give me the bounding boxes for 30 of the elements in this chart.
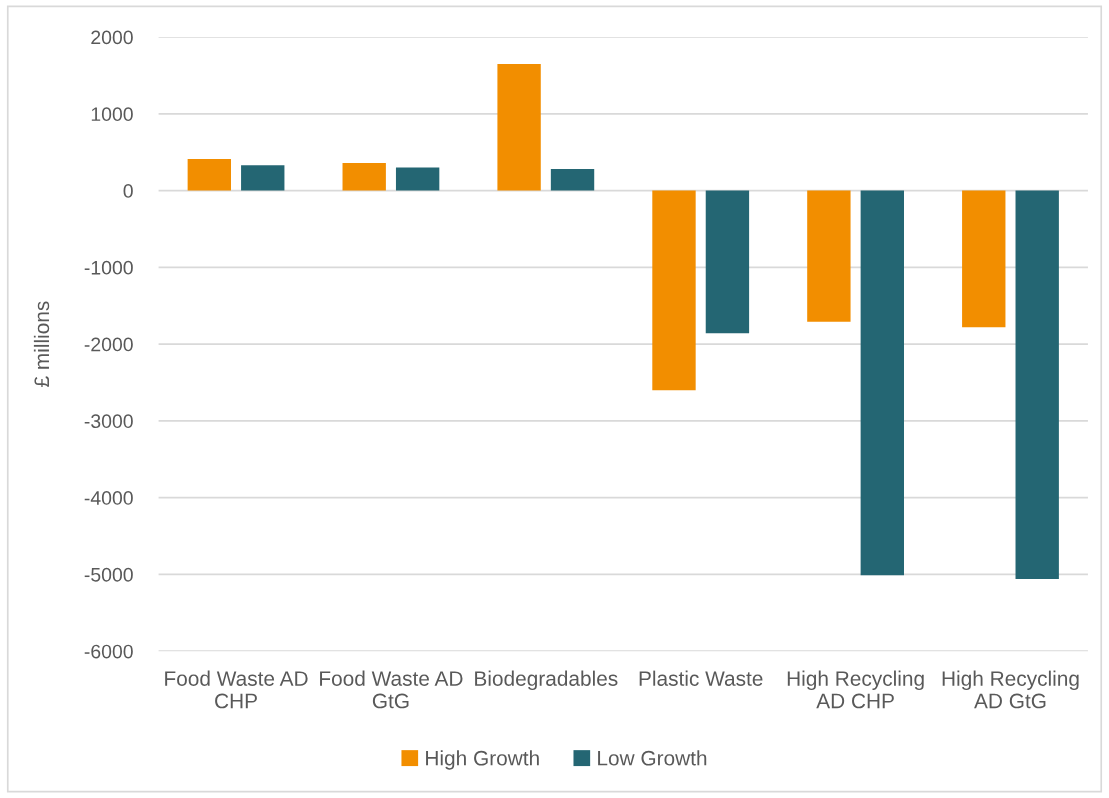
bar [395, 167, 440, 191]
legend-label: High Growth [426, 750, 539, 770]
x-tick-label: Food Waste AD GtG [320, 670, 463, 709]
x-tick-label: Biodegradables [475, 670, 618, 691]
y-tick-label: -6000 [84, 644, 133, 659]
y-tick-label: 2000 [91, 30, 133, 45]
y-tick-label: 0 [123, 184, 133, 198]
x-tick-label: Plastic Waste [639, 670, 763, 686]
y-tick-label: -1000 [84, 260, 133, 275]
bar [962, 190, 1006, 328]
bar [1015, 190, 1059, 580]
bar [241, 165, 285, 191]
bar [807, 190, 851, 322]
y-tick-label: 1000 [91, 107, 133, 122]
bar [187, 159, 231, 191]
bar [860, 190, 904, 576]
x-tick-label: High Recycling AD CHP [787, 670, 924, 709]
x-tick-label: Food Waste AD CHP [165, 670, 308, 709]
bar [550, 169, 595, 191]
y-tick-label: -5000 [84, 567, 133, 582]
x-tick-label: High Recycling AD GtG [942, 670, 1079, 709]
y-axis-title: £ millions [33, 301, 50, 387]
bar [342, 162, 386, 191]
y-tick-label: -4000 [84, 491, 133, 505]
bar [652, 190, 696, 391]
legend-label: Low Growth [598, 750, 707, 766]
y-tick-label: -3000 [84, 414, 133, 429]
bar [705, 190, 750, 334]
bar [497, 63, 541, 191]
y-tick-label: -2000 [84, 337, 133, 352]
